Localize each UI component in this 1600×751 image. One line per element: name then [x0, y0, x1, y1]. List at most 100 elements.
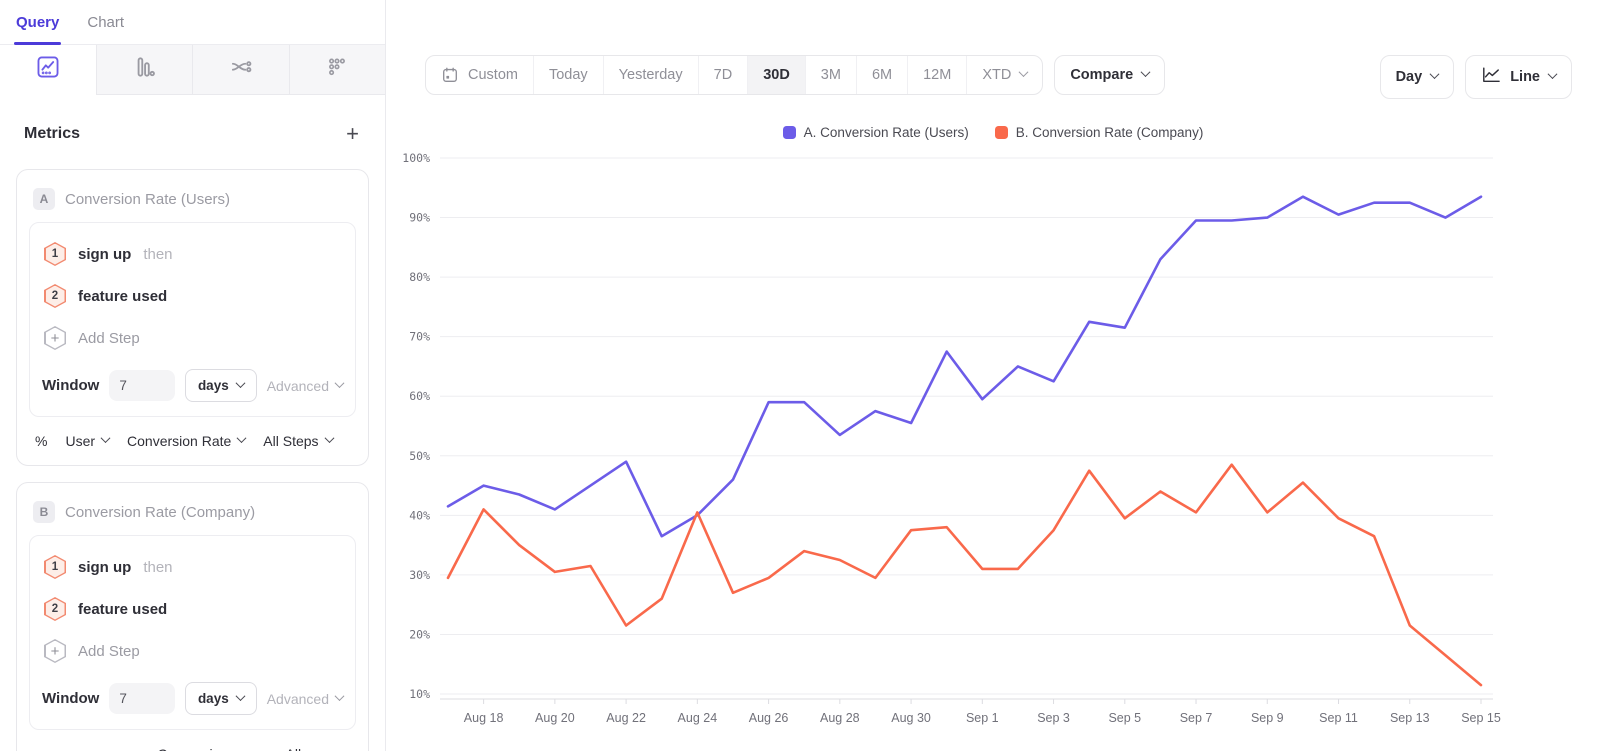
range-6m[interactable]: 6M: [855, 56, 907, 94]
compare-label: Compare: [1070, 67, 1134, 83]
svg-text:Sep 11: Sep 11: [1319, 711, 1358, 725]
chevron-down-icon: [324, 433, 334, 444]
range-12m[interactable]: 12M: [907, 56, 966, 94]
metric-type-dropdown[interactable]: Conversion Rate: [127, 433, 247, 449]
step-row-1[interactable]: 1 sign up then: [42, 546, 343, 588]
chevron-down-icon: [235, 690, 246, 701]
svg-text:80%: 80%: [409, 270, 430, 284]
svg-text:Aug 28: Aug 28: [820, 711, 860, 725]
metric-title-b[interactable]: Conversion Rate (Company): [65, 503, 256, 521]
svg-text:70%: 70%: [409, 330, 430, 344]
window-unit-label: days: [197, 378, 229, 393]
metric-title-a[interactable]: Conversion Rate (Users): [65, 190, 231, 208]
range-label: 7D: [713, 67, 733, 83]
range-label: 3M: [820, 67, 841, 83]
line-chart-icon: [1481, 66, 1501, 88]
step-row-1[interactable]: 1 sign up then: [42, 233, 343, 275]
step-number-hex-icon: 2: [44, 284, 66, 308]
flows-icon: [228, 54, 254, 85]
steps-scope-dropdown[interactable]: All Steps: [263, 433, 334, 449]
add-step-button[interactable]: + Add Step: [42, 317, 343, 359]
chevron-down-icon: [1429, 69, 1440, 80]
svg-text:Aug 20: Aug 20: [535, 711, 575, 725]
svg-text:Aug 26: Aug 26: [749, 711, 789, 725]
range-label: Yesterday: [618, 67, 683, 83]
svg-text:40%: 40%: [409, 508, 430, 522]
view-flows-segment[interactable]: [192, 45, 289, 95]
step-row-2[interactable]: 2 feature used: [42, 275, 343, 317]
range-today[interactable]: Today: [532, 56, 603, 94]
step-number-hex-icon: 2: [44, 597, 66, 621]
granularity-dropdown[interactable]: Day: [1379, 55, 1455, 99]
add-step-label: Add Step: [78, 642, 140, 660]
metric-type-dropdown[interactable]: Conversion Rate: [157, 746, 267, 751]
window-label: Window: [42, 377, 100, 394]
metric-card-b: B Conversion Rate (Company) 1 sign up th…: [16, 482, 369, 751]
legend-swatch-icon: [994, 126, 1008, 139]
view-retention-segment[interactable]: [288, 45, 385, 95]
metric-card-a: A Conversion Rate (Users) 1 sign up then…: [16, 169, 369, 466]
chart-panel: Custom Today Yesterday 7D 30D 3M 6M 12M XTD Comp…: [386, 0, 1600, 751]
chart-type-dropdown[interactable]: Line: [1465, 55, 1572, 99]
funnel-bars-icon: [131, 54, 157, 85]
step-number-hex-icon: 1: [44, 555, 66, 579]
range-label: XTD: [982, 67, 1012, 83]
range-30d[interactable]: 30D: [747, 56, 805, 94]
range-custom[interactable]: Custom: [426, 56, 533, 94]
query-sidebar: Query Chart: [0, 0, 386, 751]
range-label: Today: [548, 67, 588, 83]
chevron-down-icon: [100, 433, 111, 444]
add-step-plus-icon: +: [44, 639, 66, 663]
legend-label: A. Conversion Rate (Users): [803, 125, 969, 140]
window-unit-dropdown[interactable]: days: [184, 369, 257, 402]
window-unit-label: days: [197, 691, 229, 706]
chart-canvas[interactable]: 100% 90% 80% 70% 60% 50% 40% 30% 20% 10% Aug 18 Aug…: [386, 142, 1546, 742]
line-chart: 100% 90% 80% 70% 60% 50% 40% 30% 20% 10% Aug 18 Aug…: [386, 142, 1600, 747]
window-value-input[interactable]: 7: [109, 370, 175, 401]
svg-text:60%: 60%: [409, 389, 430, 403]
view-funnels-segment[interactable]: [95, 45, 192, 95]
advanced-dropdown[interactable]: Advanced: [266, 377, 345, 394]
step-row-2[interactable]: 2 feature used: [42, 588, 343, 630]
svg-text:Sep 9: Sep 9: [1251, 711, 1284, 725]
add-step-plus-icon: +: [44, 326, 66, 350]
tab-chart[interactable]: Chart: [87, 14, 125, 31]
svg-text:30%: 30%: [409, 568, 430, 582]
svg-text:Aug 24: Aug 24: [678, 711, 718, 725]
range-xtd[interactable]: XTD: [966, 56, 1042, 94]
view-type-strip: [0, 45, 385, 95]
add-step-label: Add Step: [78, 329, 140, 347]
range-7d[interactable]: 7D: [697, 56, 748, 94]
svg-text:Sep 1: Sep 1: [966, 711, 999, 725]
insights-chart-icon: [35, 54, 61, 85]
range-label: 12M: [923, 67, 952, 83]
svg-text:Sep 3: Sep 3: [1037, 711, 1070, 725]
range-label: 30D: [763, 67, 790, 83]
add-step-button[interactable]: + Add Step: [42, 630, 343, 672]
chart-legend: A. Conversion Rate (Users) B. Conversion …: [386, 125, 1600, 140]
advanced-dropdown[interactable]: Advanced: [267, 691, 345, 707]
range-label: 6M: [871, 67, 893, 83]
step-then-label: then: [143, 245, 173, 263]
tab-query[interactable]: Query: [13, 14, 62, 45]
range-yesterday[interactable]: Yesterday: [602, 56, 698, 94]
compare-dropdown[interactable]: Compare: [1054, 55, 1166, 95]
view-insights-segment[interactable]: [0, 45, 96, 95]
legend-item[interactable]: A. Conversion Rate (Users): [782, 125, 969, 140]
step-then-label: then: [143, 558, 173, 576]
legend-item[interactable]: B. Conversion Rate (Company): [994, 125, 1203, 140]
chart-type-label: Line: [1510, 69, 1540, 85]
window-value-input[interactable]: 7: [109, 683, 175, 714]
steps-scope-dropdown[interactable]: All Steps: [286, 746, 350, 751]
svg-text:100%: 100%: [402, 151, 430, 165]
entity-dropdown[interactable]: User: [65, 433, 111, 449]
add-metric-button[interactable]: +: [346, 121, 359, 146]
step-event-label: sign up: [78, 558, 132, 576]
chevron-down-icon: [1018, 67, 1029, 78]
range-3m[interactable]: 3M: [804, 56, 856, 94]
window-unit-dropdown[interactable]: days: [184, 682, 257, 715]
step-event-label: sign up: [78, 245, 132, 263]
range-label: Custom: [468, 67, 518, 83]
advanced-label: Advanced: [266, 377, 329, 394]
